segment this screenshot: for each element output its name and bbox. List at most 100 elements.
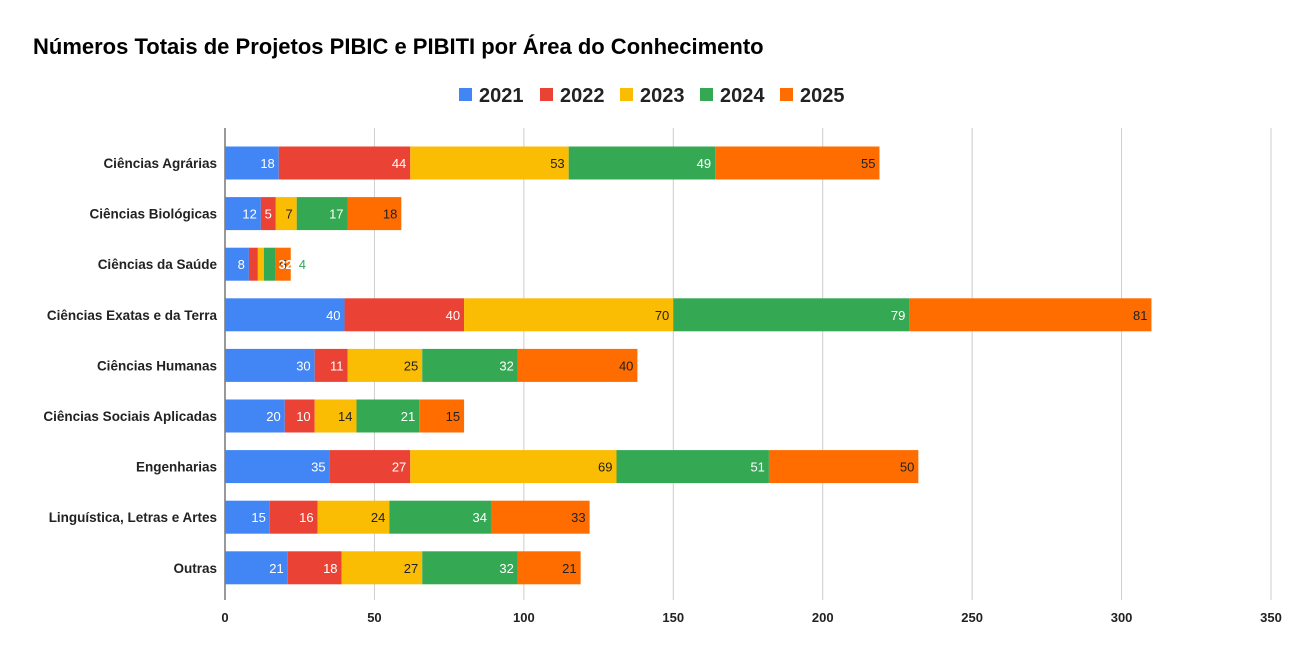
bar-segment-2023 xyxy=(410,450,617,484)
data-label-2021: 8 xyxy=(238,257,245,272)
data-label-2022: 27 xyxy=(392,460,406,475)
bar-segment-2022 xyxy=(248,247,258,281)
data-label-2023: 2 xyxy=(286,257,293,272)
x-tick-label: 300 xyxy=(1111,610,1133,625)
category-label: Ciências Agrárias xyxy=(103,156,217,171)
bar-segment-2025 xyxy=(490,500,590,534)
legend-label-2025: 2025 xyxy=(800,85,845,107)
data-label-2021: 18 xyxy=(260,156,274,171)
data-label-2024: 21 xyxy=(401,409,415,424)
bar-segment-2024 xyxy=(422,348,518,382)
data-label-2025: 15 xyxy=(446,409,460,424)
bar-segment-2022 xyxy=(278,146,411,180)
bar-segment-2022 xyxy=(329,450,411,484)
data-label-2021: 15 xyxy=(251,510,265,525)
data-label-2022: 16 xyxy=(299,510,313,525)
data-label-2025: 33 xyxy=(571,510,585,525)
data-label-2025: 81 xyxy=(1133,308,1147,323)
bar-segment-2023 xyxy=(257,247,264,281)
legend-label-2022: 2022 xyxy=(560,85,605,107)
x-tick-label: 250 xyxy=(961,610,983,625)
bar-segment-2021 xyxy=(225,500,270,534)
bar-segment-2025 xyxy=(715,146,880,180)
chart-title: Números Totais de Projetos PIBIC e PIBIT… xyxy=(33,34,764,59)
data-label-2022: 44 xyxy=(392,156,406,171)
bar-segment-2022 xyxy=(284,399,315,433)
category-label: Ciências Humanas xyxy=(97,358,217,373)
bar-segment-2025 xyxy=(419,399,465,433)
data-label-2023: 14 xyxy=(338,409,352,424)
data-label-2024: 4 xyxy=(299,257,306,272)
bar-segment-2023 xyxy=(341,551,423,585)
bar-segment-2025 xyxy=(275,247,291,281)
data-label-2023: 53 xyxy=(550,156,564,171)
data-label-2025: 40 xyxy=(619,358,633,373)
data-label-2024: 49 xyxy=(697,156,711,171)
x-tick-label: 350 xyxy=(1260,610,1282,625)
bars xyxy=(225,146,1152,585)
bar-segment-2023 xyxy=(317,500,390,534)
data-label-2023: 70 xyxy=(655,308,669,323)
bar-segment-2021 xyxy=(225,450,330,484)
bar-segment-2025 xyxy=(909,298,1152,332)
data-label-2021: 12 xyxy=(242,207,256,222)
bar-segment-2021 xyxy=(225,197,261,231)
x-tick-label: 0 xyxy=(221,610,228,625)
category-label: Ciências Sociais Aplicadas xyxy=(43,409,217,424)
data-label-2021: 35 xyxy=(311,460,325,475)
data-label-2025: 55 xyxy=(861,156,875,171)
category-label: Ciências Biológicas xyxy=(89,207,217,222)
data-label-2022: 11 xyxy=(330,358,344,373)
data-label-2025: 5 xyxy=(280,257,287,272)
x-tick-label: 200 xyxy=(812,610,834,625)
data-label-2024: 17 xyxy=(329,207,343,222)
data-label-2023: 24 xyxy=(371,510,385,525)
bar-segment-2022 xyxy=(260,197,276,231)
data-label-2021: 30 xyxy=(296,358,310,373)
legend: 2021 2022 2023 2024 2025 xyxy=(459,85,845,107)
legend-label-2021: 2021 xyxy=(479,85,524,107)
bar-segment-2023 xyxy=(464,298,674,332)
legend-swatch-2025 xyxy=(780,88,793,101)
bar-segment-2024 xyxy=(568,146,716,180)
bar-segment-2024 xyxy=(616,450,769,484)
x-axis-ticks: 0 50 100 150 200 250 300 350 xyxy=(221,610,1281,625)
data-label-2023: 69 xyxy=(598,460,612,475)
bar-segment-2024 xyxy=(296,197,348,231)
bar-segment-2021 xyxy=(225,399,285,433)
bar-segment-2023 xyxy=(275,197,297,231)
x-tick-label: 50 xyxy=(367,610,381,625)
category-label: Ciências da Saúde xyxy=(98,257,218,272)
bar-segment-2025 xyxy=(347,197,402,231)
bar-segment-2023 xyxy=(314,399,357,433)
bar-segment-2025 xyxy=(768,450,919,484)
legend-label-2023: 2023 xyxy=(640,85,685,107)
data-label-2024: 34 xyxy=(473,510,487,525)
data-label-2024: 51 xyxy=(750,460,764,475)
legend-swatch-2022 xyxy=(540,88,553,101)
bar-segment-2022 xyxy=(269,500,318,534)
data-label-2024: 32 xyxy=(499,561,513,576)
bar-segment-2021 xyxy=(225,298,345,332)
data-label-2023: 7 xyxy=(285,207,292,222)
data-label-2021: 40 xyxy=(326,308,340,323)
x-tick-label: 150 xyxy=(662,610,684,625)
data-label-2025: 21 xyxy=(562,561,576,576)
bar-segment-2021 xyxy=(225,247,249,281)
legend-swatch-2023 xyxy=(620,88,633,101)
category-label: Engenharias xyxy=(136,460,217,475)
bar-segment-2025 xyxy=(517,348,638,382)
data-label-2025: 18 xyxy=(383,207,397,222)
gridlines xyxy=(224,128,1272,600)
legend-swatch-2021 xyxy=(459,88,472,101)
bar-segment-2024 xyxy=(263,247,276,281)
bar-segment-2025 xyxy=(517,551,581,585)
bar-segment-2024 xyxy=(356,399,420,433)
bar-segment-2022 xyxy=(344,298,465,332)
data-label-2022: 40 xyxy=(446,308,460,323)
data-label-2023: 27 xyxy=(404,561,418,576)
data-label-2024: 79 xyxy=(891,308,905,323)
bar-segment-2024 xyxy=(389,500,491,534)
